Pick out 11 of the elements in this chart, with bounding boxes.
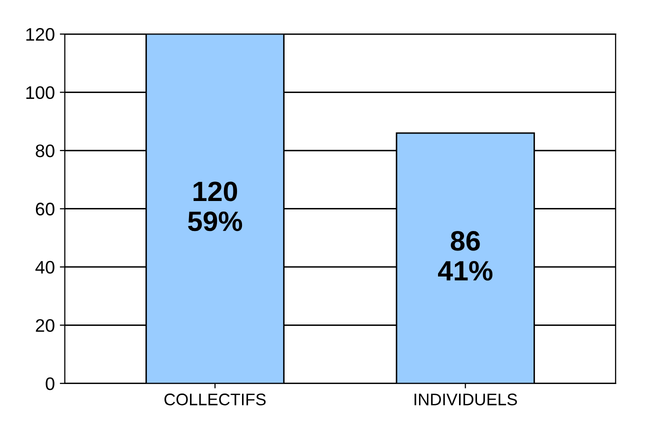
y-tick-label: 0 [46, 377, 54, 390]
x-tick-label: INDIVIDUELS [414, 394, 517, 406]
data-label: 86 41% [438, 231, 492, 281]
data-label: 120 59% [188, 182, 242, 232]
y-tick-label: 20 [36, 319, 54, 332]
y-tick-label: 40 [35, 260, 54, 274]
y-tick-label: 100 [26, 86, 54, 100]
y-tick-label: 120 [26, 28, 54, 41]
y-tick-label: 80 [36, 144, 54, 158]
x-tick-label: COLLECTIFS [164, 394, 266, 406]
y-tick-label: 60 [36, 202, 54, 216]
